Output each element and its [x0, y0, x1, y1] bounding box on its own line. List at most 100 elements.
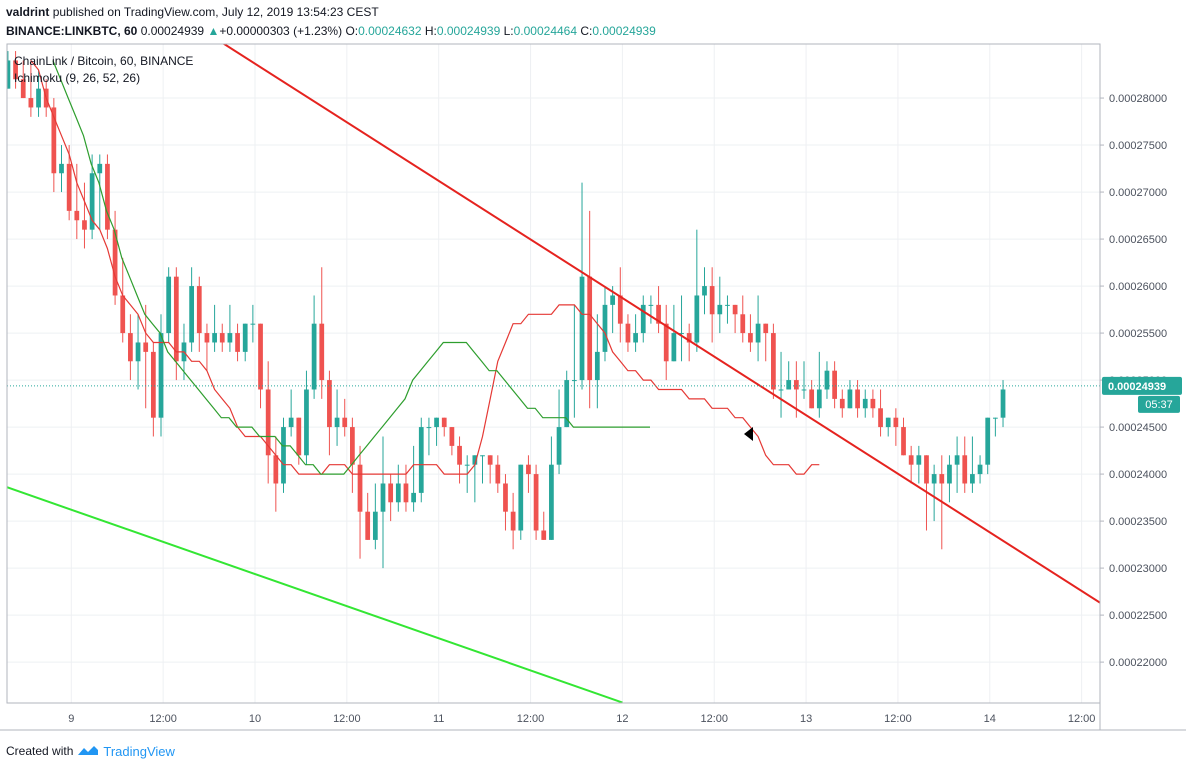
candle-body — [59, 163, 64, 174]
candle-body — [832, 370, 837, 399]
y-tick-label: 0.00025500 — [1109, 328, 1167, 340]
candle-body — [671, 333, 677, 362]
candle-body — [235, 333, 240, 352]
candle-body — [977, 464, 983, 475]
trend-lines — [7, 38, 1110, 703]
candle-body — [150, 351, 156, 418]
x-tick-label: 12:00 — [333, 713, 361, 725]
candle-body — [824, 370, 830, 390]
low-label: L: — [503, 24, 514, 38]
publish-text: published on TradingView.com, July 12, 2… — [52, 5, 379, 19]
candle-body — [778, 389, 784, 391]
candle-body — [732, 304, 738, 315]
candle-body — [640, 304, 646, 334]
candle-body — [1000, 389, 1006, 418]
x-tick-label: 12:00 — [884, 713, 912, 725]
candle-body — [939, 474, 945, 484]
candle-body — [725, 304, 730, 306]
ichimoku-conversion-line — [30, 60, 820, 475]
last-price-badge — [1102, 376, 1182, 395]
candle-body — [610, 295, 616, 305]
candle-body — [372, 511, 378, 540]
author-name[interactable]: valdrint — [6, 5, 50, 19]
countdown-badge — [1138, 395, 1180, 413]
candle-body — [143, 342, 149, 352]
candle-body — [82, 220, 87, 230]
publish-info: valdrint published on TradingView.com, J… — [6, 5, 379, 19]
candle-body — [571, 380, 577, 382]
ichimoku-base-line — [52, 60, 650, 475]
open-value: 0.00024632 — [358, 24, 422, 38]
candle-body — [503, 483, 508, 512]
footer: Created with TradingView — [6, 742, 175, 760]
candle-body — [801, 389, 807, 391]
support-trend-line[interactable] — [7, 486, 623, 703]
candle-body — [633, 333, 638, 343]
tradingview-brand[interactable]: TradingView — [103, 743, 175, 759]
candle-body — [862, 398, 868, 409]
candle-body — [158, 333, 164, 418]
countdown-label: 05:37 — [1145, 399, 1173, 411]
candle-body — [556, 427, 562, 465]
candle-body — [464, 464, 470, 466]
candle-body — [648, 304, 654, 306]
candle-body — [395, 483, 401, 503]
y-tick-label: 0.00023000 — [1109, 563, 1167, 575]
candle-body — [526, 464, 531, 475]
candle-body — [755, 323, 761, 343]
chart-header: valdrint published on TradingView.com, J… — [6, 3, 1186, 43]
candle-body — [449, 427, 455, 446]
candle-body — [434, 417, 439, 428]
y-tick-label: 0.00023500 — [1109, 516, 1167, 528]
x-tick-label: 14 — [984, 713, 996, 725]
candle-body — [908, 455, 914, 465]
last-price-label: 0.00024939 — [1108, 381, 1166, 393]
candle-body — [510, 511, 516, 531]
candle-body — [740, 314, 746, 334]
candle-body — [281, 427, 286, 484]
candle-body — [350, 427, 355, 465]
y-tick-label: 0.00027000 — [1109, 187, 1167, 199]
ohlc-bar: BINANCE:LINKBTC, 60 0.00024939 ▲+0.00000… — [6, 24, 656, 38]
time-axis[interactable]: 9 12:00 10 12:00 11 12:00 12 12:00 13 12:00 14 12:0… — [68, 713, 1095, 725]
candle-body — [327, 380, 332, 428]
candle-body — [855, 389, 860, 409]
candle-body — [495, 464, 501, 484]
resistance-trend-line[interactable] — [215, 38, 1110, 609]
low-value: 0.00024464 — [513, 24, 578, 38]
candle-body — [319, 323, 325, 381]
y-tick-label: 0.00022000 — [1109, 657, 1167, 669]
candle-body — [541, 530, 547, 540]
candle-body — [212, 333, 217, 343]
candle-body — [304, 389, 309, 456]
candle-body — [173, 276, 179, 362]
candle-body — [602, 304, 608, 352]
candle-body — [388, 483, 394, 503]
candle-body — [901, 427, 906, 456]
high-value: 0.00024939 — [436, 24, 501, 38]
cursor-pointer-icon — [744, 427, 753, 441]
candle-body — [809, 389, 815, 409]
candle-body — [985, 417, 991, 465]
candle-body — [342, 417, 348, 428]
candle-body — [709, 286, 715, 315]
candle-body — [625, 323, 631, 343]
candle-body — [357, 464, 363, 512]
candle-body — [518, 464, 524, 531]
created-with-label: Created with — [6, 744, 74, 758]
chart-background — [7, 44, 1100, 703]
indicator-lines — [30, 60, 820, 475]
y-tick-label: 0.00024500 — [1109, 422, 1167, 434]
candle-body — [311, 323, 317, 390]
x-tick-label: 11 — [433, 713, 444, 725]
candle-body — [839, 398, 845, 409]
candle-body — [265, 389, 271, 456]
price-axis[interactable]: 0.00022000 0.00022500 0.00023000 0.00023500… — [1100, 93, 1182, 669]
candle-body — [587, 276, 593, 381]
candle-body — [931, 474, 937, 484]
candle-body — [219, 333, 225, 343]
candle-body — [105, 163, 110, 230]
tradingview-logo-icon — [77, 744, 99, 759]
y-tick-label: 0.00024000 — [1109, 469, 1167, 481]
